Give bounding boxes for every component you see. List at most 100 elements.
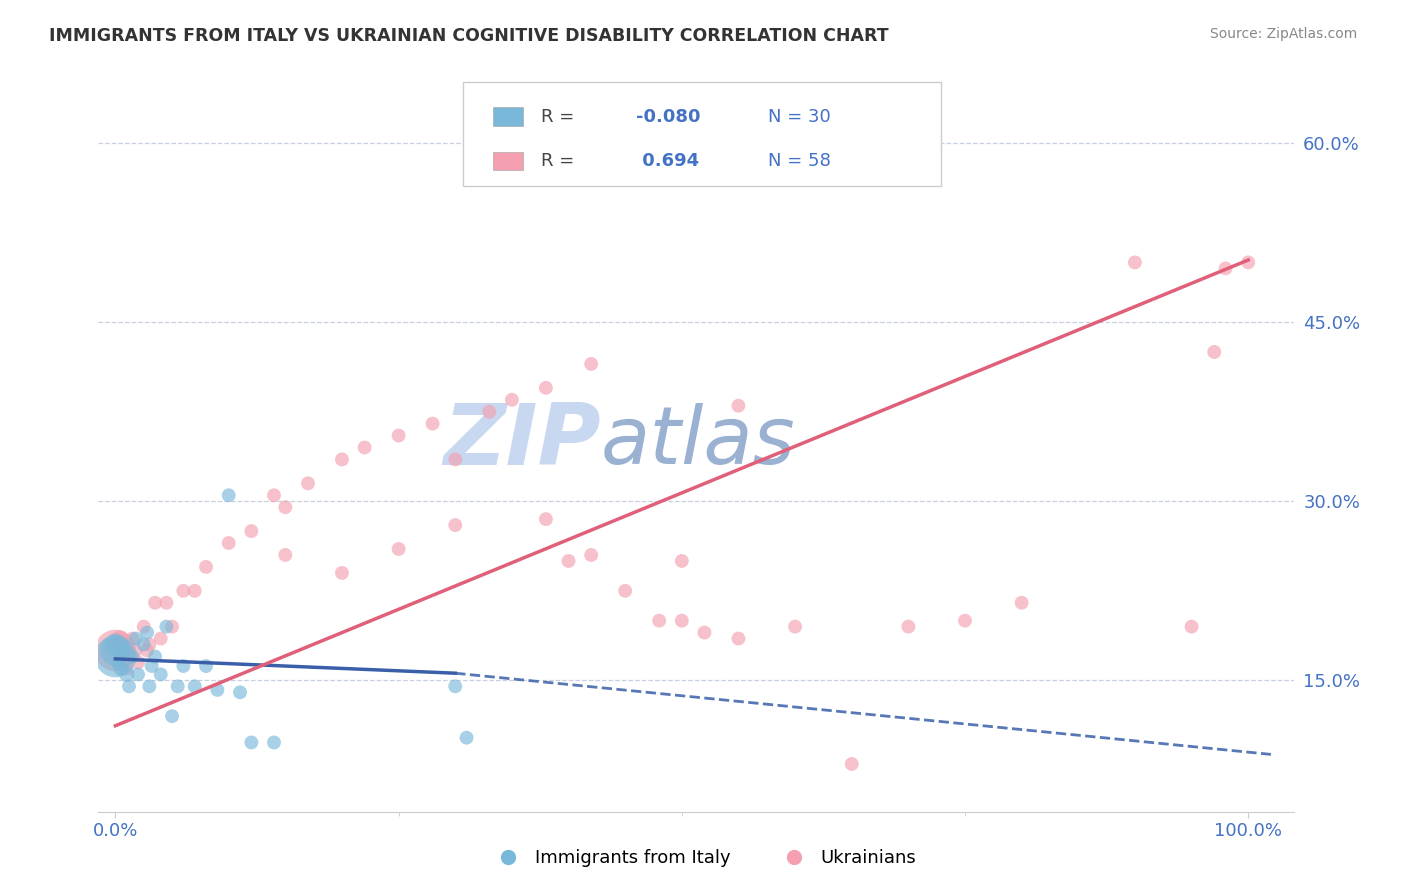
Point bbox=[155, 619, 177, 633]
Point bbox=[207, 682, 229, 697]
Text: IMMIGRANTS FROM ITALY VS UKRAINIAN COGNITIVE DISABILITY CORRELATION CHART: IMMIGRANTS FROM ITALY VS UKRAINIAN COGNI… bbox=[49, 27, 889, 45]
Point bbox=[114, 643, 136, 657]
Point bbox=[121, 649, 143, 664]
Point bbox=[115, 661, 138, 675]
Point bbox=[195, 659, 218, 673]
Point bbox=[579, 357, 602, 371]
Point bbox=[274, 548, 297, 562]
FancyBboxPatch shape bbox=[494, 152, 523, 170]
Point bbox=[1180, 619, 1202, 633]
Point bbox=[263, 488, 285, 502]
Point bbox=[353, 441, 375, 455]
Point bbox=[132, 638, 155, 652]
Point bbox=[1204, 345, 1226, 359]
Point bbox=[1237, 255, 1260, 269]
Point bbox=[218, 488, 240, 502]
Point bbox=[183, 583, 205, 598]
Point bbox=[240, 524, 263, 538]
Point bbox=[953, 614, 976, 628]
Point bbox=[671, 554, 693, 568]
Point bbox=[456, 731, 478, 745]
Point bbox=[118, 643, 141, 657]
Point bbox=[841, 756, 863, 771]
Point bbox=[141, 659, 163, 673]
Text: 0.694: 0.694 bbox=[637, 152, 699, 170]
Point bbox=[110, 661, 132, 675]
Point bbox=[127, 656, 149, 670]
Point bbox=[1215, 261, 1237, 276]
Point bbox=[422, 417, 444, 431]
Point bbox=[166, 679, 188, 693]
Point bbox=[897, 619, 920, 633]
Point bbox=[388, 428, 411, 442]
Point bbox=[727, 632, 749, 646]
Point bbox=[136, 625, 159, 640]
Point bbox=[218, 536, 240, 550]
Point bbox=[108, 632, 131, 646]
Point bbox=[229, 685, 252, 699]
Text: R =: R = bbox=[541, 152, 579, 170]
Point bbox=[478, 405, 501, 419]
Point bbox=[104, 643, 127, 657]
Point bbox=[138, 679, 160, 693]
Point bbox=[143, 596, 166, 610]
Point bbox=[195, 560, 218, 574]
Point bbox=[297, 476, 319, 491]
Point bbox=[330, 452, 353, 467]
Point bbox=[127, 667, 149, 681]
Point bbox=[108, 656, 131, 670]
Point bbox=[160, 619, 183, 633]
Point bbox=[104, 649, 127, 664]
Text: atlas: atlas bbox=[600, 402, 796, 481]
Point bbox=[444, 452, 467, 467]
Point bbox=[1011, 596, 1033, 610]
Point bbox=[534, 381, 557, 395]
Point bbox=[115, 667, 138, 681]
Point bbox=[330, 566, 353, 580]
Point bbox=[172, 659, 194, 673]
Point bbox=[136, 643, 159, 657]
Point bbox=[125, 643, 148, 657]
Text: R =: R = bbox=[541, 108, 579, 126]
Point bbox=[693, 625, 716, 640]
Text: -0.080: -0.080 bbox=[637, 108, 700, 126]
Point bbox=[104, 638, 127, 652]
Point bbox=[183, 679, 205, 693]
Point bbox=[274, 500, 297, 515]
Point bbox=[388, 541, 411, 556]
Point bbox=[121, 632, 143, 646]
Point bbox=[501, 392, 523, 407]
Point bbox=[579, 548, 602, 562]
Text: N = 30: N = 30 bbox=[768, 108, 831, 126]
Point bbox=[104, 643, 127, 657]
Point bbox=[614, 583, 637, 598]
Text: Source: ZipAtlas.com: Source: ZipAtlas.com bbox=[1209, 27, 1357, 41]
Point bbox=[240, 735, 263, 749]
Point bbox=[557, 554, 579, 568]
Point bbox=[132, 619, 155, 633]
Point bbox=[143, 649, 166, 664]
Point bbox=[125, 632, 148, 646]
Point bbox=[118, 679, 141, 693]
Point bbox=[444, 679, 467, 693]
Point bbox=[138, 638, 160, 652]
Text: N = 58: N = 58 bbox=[768, 152, 831, 170]
Point bbox=[444, 518, 467, 533]
Point bbox=[107, 638, 129, 652]
Point bbox=[172, 583, 194, 598]
Point bbox=[671, 614, 693, 628]
Point bbox=[149, 632, 172, 646]
Point bbox=[155, 596, 177, 610]
Point bbox=[263, 735, 285, 749]
Point bbox=[648, 614, 671, 628]
Point bbox=[783, 619, 806, 633]
Point bbox=[114, 656, 136, 670]
Point bbox=[160, 709, 183, 723]
Point bbox=[534, 512, 557, 526]
Text: ZIP: ZIP bbox=[443, 400, 600, 483]
FancyBboxPatch shape bbox=[494, 107, 523, 126]
FancyBboxPatch shape bbox=[463, 82, 941, 186]
Point bbox=[727, 399, 749, 413]
Point bbox=[149, 667, 172, 681]
Point bbox=[1123, 255, 1146, 269]
